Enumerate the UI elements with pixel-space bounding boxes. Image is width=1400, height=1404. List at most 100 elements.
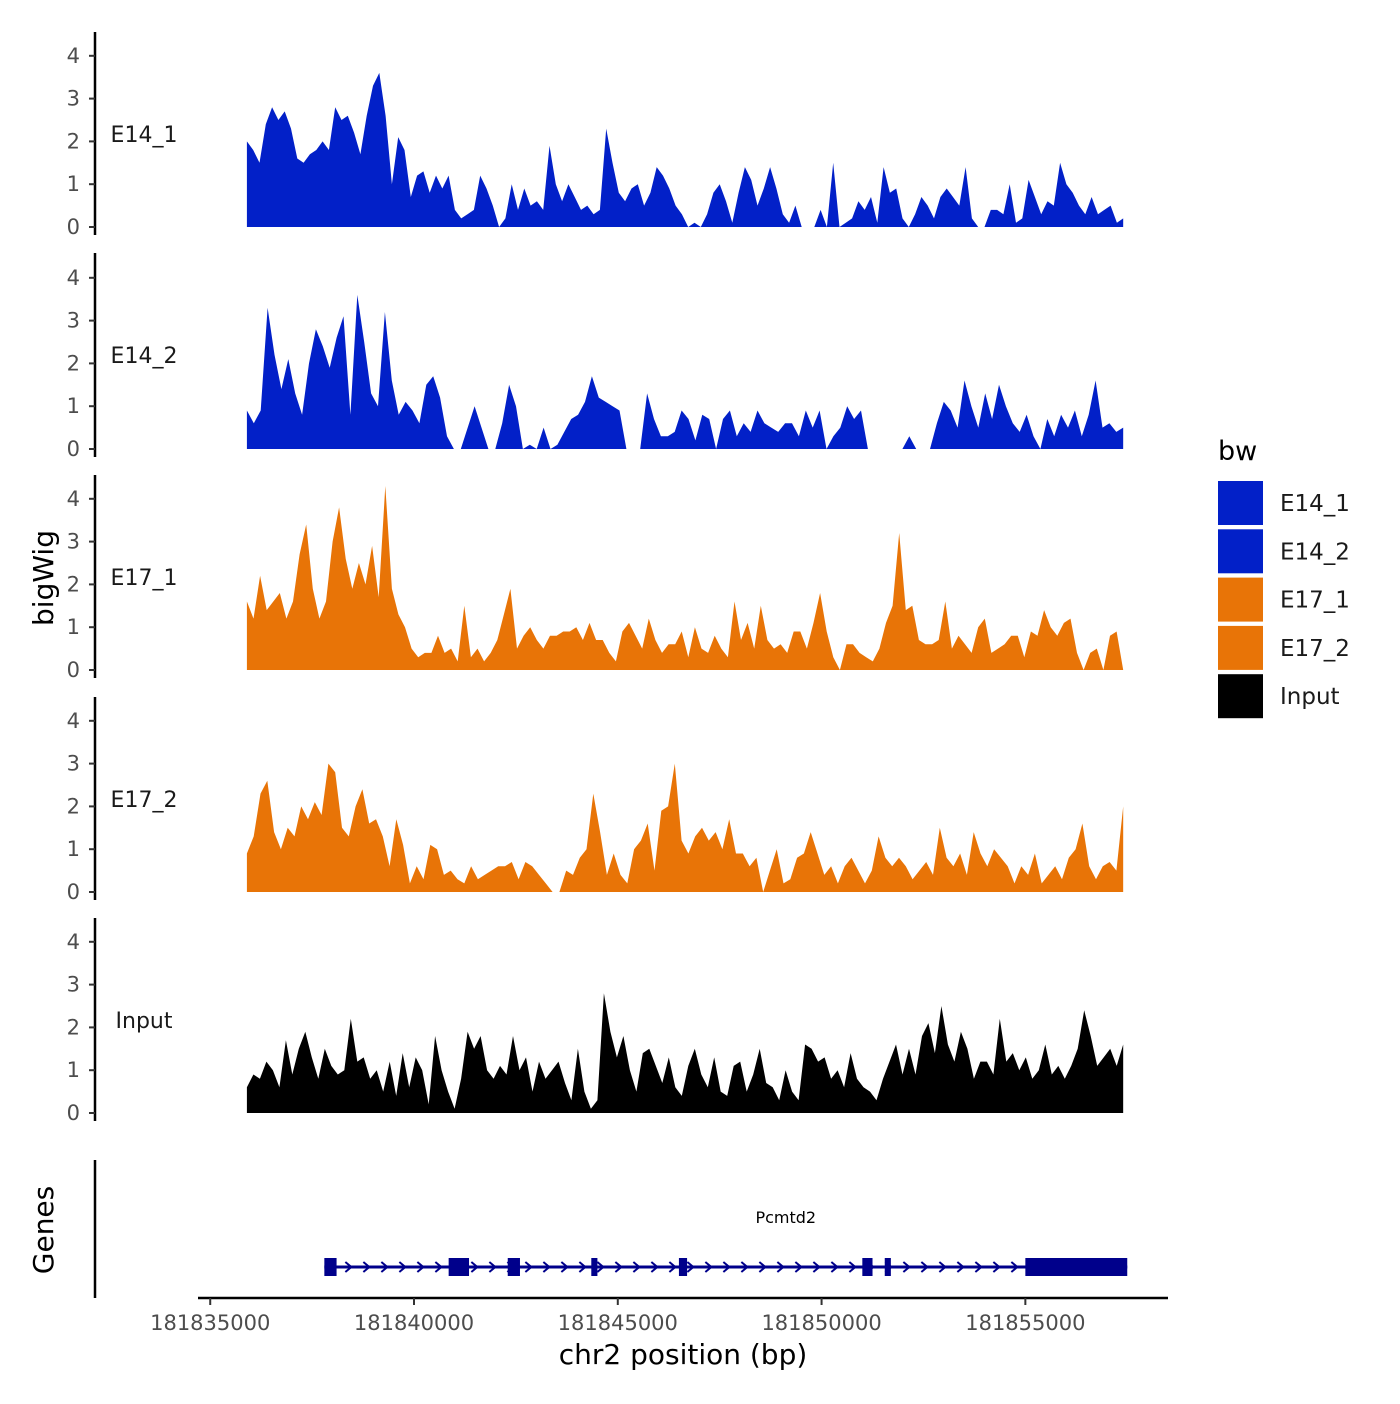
y-tick-label: 3 [67, 530, 80, 554]
track-label: E17_1 [111, 566, 178, 591]
y-tick-label: 1 [67, 394, 80, 418]
y-tick-label: 4 [67, 930, 80, 954]
strand-arrow [560, 1261, 569, 1273]
strand-arrow [848, 1261, 857, 1273]
gene-exon [678, 1258, 688, 1276]
gene-exon [507, 1258, 520, 1276]
strand-arrow [632, 1261, 641, 1273]
y-tick-label: 2 [67, 1015, 80, 1039]
y-tick-label: 2 [67, 129, 80, 153]
signal-area [246, 763, 1124, 892]
strand-arrow [398, 1261, 407, 1273]
x-tick-label: 181850000 [761, 1311, 881, 1335]
signal-area [246, 294, 1124, 449]
y-tick-label: 2 [67, 572, 80, 596]
y-axis-title: bigWig [27, 530, 60, 626]
legend: E14_1 E14_2 E17_1 E17_2 Input [1218, 481, 1350, 719]
signal-area [246, 486, 1124, 670]
strand-arrow [578, 1261, 587, 1273]
y-tick-label: 3 [67, 309, 80, 333]
y-tick-label: 4 [67, 266, 80, 290]
gene-exon [884, 1258, 891, 1276]
track-label: E14_1 [111, 123, 178, 148]
y-tick-label: 2 [67, 794, 80, 818]
strand-arrow [362, 1261, 371, 1273]
track-panels: 0 1 2 3 4 E14_1 0 1 2 3 4 E14_2 0 1 2 3 4 E17_1 0 1 2 3 4 E17_2… [67, 32, 1124, 1125]
genes-axis-title: Genes [27, 1186, 60, 1274]
track-e14-2: 0 1 2 3 4 E14_2 [67, 253, 1124, 461]
strand-arrow [992, 1261, 1001, 1273]
x-tick-label: 181835000 [150, 1311, 270, 1335]
y-tick-label: 3 [67, 752, 80, 776]
legend-swatch [1218, 529, 1263, 574]
track-label: Input [116, 1009, 173, 1034]
strand-arrow [488, 1261, 497, 1273]
strand-arrow [380, 1261, 389, 1273]
track-label: E14_2 [111, 344, 178, 369]
legend-label: E17_1 [1280, 588, 1350, 614]
track-e14-1: 0 1 2 3 4 E14_1 [67, 32, 1124, 239]
signal-area [246, 993, 1124, 1113]
legend-swatch [1218, 674, 1263, 719]
legend-title: bw [1218, 436, 1257, 467]
y-tick-label: 2 [67, 351, 80, 375]
strand-arrow [902, 1261, 911, 1273]
strand-arrow [668, 1261, 677, 1273]
strand-arrow [614, 1261, 623, 1273]
y-tick-label: 4 [67, 44, 80, 68]
strand-arrow [1010, 1261, 1019, 1273]
strand-arrow [524, 1261, 533, 1273]
legend-label: E14_2 [1280, 539, 1350, 565]
legend-swatch [1218, 625, 1263, 670]
legend-label: Input [1280, 684, 1340, 710]
y-tick-label: 0 [67, 880, 80, 904]
strand-arrow [434, 1261, 443, 1273]
strand-arrow [812, 1261, 821, 1273]
y-tick-label: 1 [67, 837, 80, 861]
strand-arrow [776, 1261, 785, 1273]
legend-label: E14_1 [1280, 491, 1350, 517]
gene-exon [862, 1258, 873, 1276]
y-tick-label: 0 [67, 437, 80, 461]
strand-arrow [974, 1261, 983, 1273]
gene-track: Pcmtd2 [93, 1160, 1128, 1298]
signal-area [246, 72, 1124, 228]
strand-arrow [722, 1261, 731, 1273]
strand-arrow [596, 1261, 605, 1273]
legend-swatch [1218, 577, 1263, 622]
strand-arrow [704, 1261, 713, 1273]
x-tick-label: 181840000 [354, 1311, 474, 1335]
strand-arrow [650, 1261, 659, 1273]
gene-name-label: Pcmtd2 [755, 1208, 816, 1227]
strand-arrow [542, 1261, 551, 1273]
track-e17-2: 0 1 2 3 4 E17_2 [67, 697, 1124, 904]
strand-arrow [758, 1261, 767, 1273]
y-tick-label: 0 [67, 658, 80, 682]
x-tick-label: 181855000 [965, 1311, 1085, 1335]
gene-exon [324, 1258, 337, 1276]
y-tick-label: 4 [67, 709, 80, 733]
strand-arrow [956, 1261, 965, 1273]
y-tick-label: 1 [67, 615, 80, 639]
legend-label: E17_2 [1280, 636, 1350, 662]
strand-arrow [686, 1261, 695, 1273]
strand-arrow [794, 1261, 803, 1273]
y-tick-label: 1 [67, 1058, 80, 1082]
strand-arrow [830, 1261, 839, 1273]
gene-exon [1025, 1258, 1128, 1276]
gene-exon [448, 1258, 470, 1276]
strand-arrow [470, 1261, 479, 1273]
y-tick-label: 4 [67, 487, 80, 511]
y-tick-label: 0 [67, 215, 80, 239]
track-label: E17_2 [111, 788, 178, 813]
x-axis: 181835000 181840000 181845000 181850000 1818… [150, 1296, 1168, 1335]
strand-arrow [740, 1261, 749, 1273]
gene-exon [591, 1258, 598, 1276]
strand-arrow [920, 1261, 929, 1273]
legend-swatch [1218, 481, 1263, 525]
strand-arrow [416, 1261, 425, 1273]
x-axis-title: chr2 position (bp) [559, 1338, 808, 1371]
strand-arrow [344, 1261, 353, 1273]
